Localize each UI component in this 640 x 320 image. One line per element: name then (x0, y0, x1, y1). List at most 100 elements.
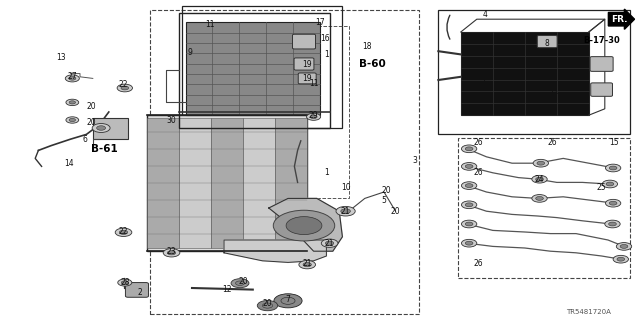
FancyBboxPatch shape (298, 73, 316, 84)
Circle shape (609, 222, 616, 226)
Circle shape (69, 118, 76, 122)
Circle shape (66, 117, 79, 123)
Circle shape (274, 294, 302, 308)
Bar (179, 118, 211, 248)
Text: 1: 1 (481, 76, 486, 84)
Bar (186, 22, 320, 115)
Text: 20: 20 (381, 186, 391, 195)
Text: 21: 21 (303, 260, 312, 268)
Text: 21: 21 (341, 207, 350, 216)
Circle shape (236, 281, 244, 285)
Circle shape (231, 279, 249, 288)
Text: 26: 26 (547, 138, 557, 147)
FancyBboxPatch shape (292, 34, 316, 49)
Circle shape (617, 257, 625, 261)
Text: 7: 7 (285, 295, 291, 304)
Circle shape (537, 161, 545, 165)
Text: FR.: FR. (611, 15, 627, 24)
Text: 20: 20 (390, 207, 401, 216)
Text: 10: 10 (340, 183, 351, 192)
Bar (458, 138, 630, 278)
Circle shape (273, 210, 335, 241)
Circle shape (257, 300, 278, 311)
Text: 30: 30 (166, 116, 177, 124)
Text: 14: 14 (64, 159, 74, 168)
Circle shape (605, 220, 620, 228)
Text: 6: 6 (82, 135, 87, 144)
Circle shape (605, 164, 621, 172)
Text: 17: 17 (315, 18, 325, 27)
Circle shape (163, 249, 180, 257)
Circle shape (341, 209, 351, 214)
Circle shape (115, 228, 132, 236)
Bar (147, 115, 307, 251)
Circle shape (609, 201, 617, 205)
Circle shape (602, 180, 618, 188)
Circle shape (281, 297, 295, 304)
Circle shape (92, 124, 110, 132)
Circle shape (286, 217, 322, 235)
Circle shape (533, 159, 548, 167)
Circle shape (465, 164, 473, 168)
Text: 8: 8 (545, 39, 550, 48)
Circle shape (65, 75, 79, 82)
Circle shape (461, 182, 477, 189)
Text: 16: 16 (320, 34, 330, 43)
Circle shape (532, 195, 547, 202)
FancyBboxPatch shape (538, 36, 557, 48)
Circle shape (461, 201, 477, 209)
Text: 11: 11 (309, 79, 318, 88)
Bar (291, 26, 349, 198)
Text: 9: 9 (188, 48, 193, 57)
Circle shape (606, 182, 614, 186)
Text: 25: 25 (596, 183, 607, 192)
Text: 4: 4 (483, 10, 488, 19)
Text: B-17-30: B-17-30 (583, 36, 620, 44)
Text: 27: 27 (67, 72, 77, 81)
Text: 3: 3 (412, 156, 417, 164)
Circle shape (465, 203, 473, 207)
Text: 26: 26 (474, 260, 484, 268)
FancyBboxPatch shape (591, 83, 612, 96)
Circle shape (465, 184, 473, 188)
Text: 13: 13 (56, 53, 66, 62)
Circle shape (117, 84, 132, 92)
Text: 21: 21 (325, 239, 334, 248)
Bar (438, 10, 630, 134)
Circle shape (168, 251, 175, 255)
Circle shape (321, 239, 338, 247)
Text: 1: 1 (324, 168, 329, 177)
Text: 12: 12 (223, 285, 232, 294)
Text: 22: 22 (118, 228, 127, 236)
Circle shape (326, 241, 334, 245)
Text: 20: 20 (86, 118, 97, 127)
Circle shape (609, 166, 617, 170)
Bar (243, 118, 275, 248)
Text: 20: 20 (86, 102, 97, 111)
Text: 26: 26 (474, 168, 484, 177)
Text: 29: 29 (308, 111, 319, 120)
Bar (150, 10, 419, 314)
Circle shape (299, 260, 316, 269)
Bar (461, 32, 589, 115)
Circle shape (620, 244, 628, 248)
Circle shape (336, 206, 355, 216)
Text: 18: 18 (362, 42, 371, 51)
Text: 11: 11 (205, 20, 214, 29)
Circle shape (69, 101, 76, 104)
Text: B-60: B-60 (359, 59, 386, 69)
Text: 23: 23 (166, 247, 177, 256)
Bar (275, 118, 307, 248)
Circle shape (605, 199, 621, 207)
Circle shape (536, 177, 543, 181)
Text: 20: 20 (238, 277, 248, 286)
Text: 24: 24 (534, 175, 545, 184)
Circle shape (303, 262, 312, 267)
Text: 11: 11 (549, 87, 558, 96)
Circle shape (465, 147, 473, 151)
FancyBboxPatch shape (125, 283, 148, 297)
Text: 19: 19 (302, 60, 312, 68)
Circle shape (616, 243, 632, 250)
Circle shape (307, 113, 321, 120)
Text: TR5481720A: TR5481720A (566, 309, 611, 315)
